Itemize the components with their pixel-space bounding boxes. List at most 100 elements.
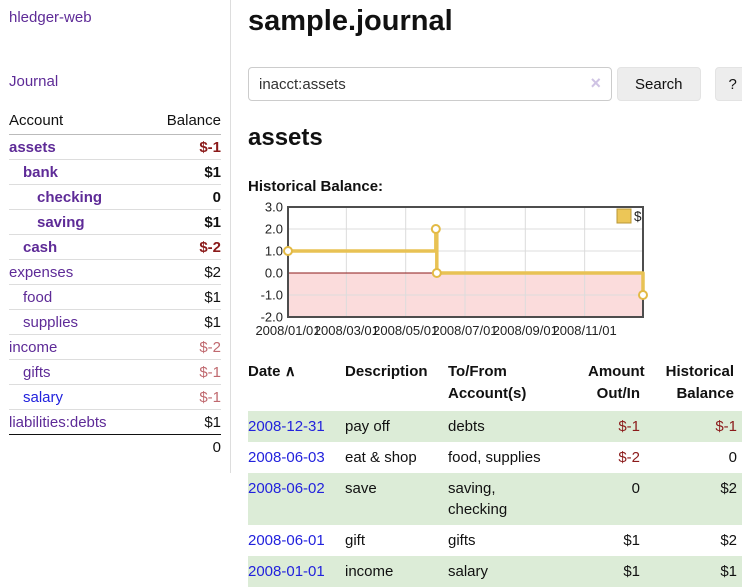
register-row: 2008-06-02 save saving, checking 0 $2 [248, 472, 742, 525]
transaction-description: pay off [345, 417, 390, 435]
account-balance: $-2 [145, 234, 221, 260]
transaction-accounts: food, supplies [448, 448, 541, 466]
account-row: bank $1 [9, 159, 221, 185]
chart-label: Historical Balance: [248, 178, 384, 195]
search-button[interactable]: Search [617, 67, 701, 101]
transaction-date: 2008-12-31 [248, 411, 345, 442]
help-button[interactable]: ? [714, 67, 742, 101]
transaction-date: 2008-06-01 [248, 525, 345, 556]
app-brand: hledger-web [9, 9, 221, 27]
accounts-table: Account Balance assets $-1 bank $1 checking 0… [9, 112, 221, 459]
register-col-balance: Historical Balance [665, 363, 734, 402]
sidebar-item-journal[interactable]: Journal [9, 73, 59, 90]
register-col-amount: Amount Out/In [588, 363, 645, 402]
account-link[interactable]: salary [23, 389, 64, 406]
page-title: sample.journal [248, 5, 453, 37]
register-row: 2008-06-03 eat & shop food, supplies $-2 0 [248, 442, 742, 473]
register-col-date[interactable]: Date ∧ [248, 359, 345, 411]
brand-link[interactable]: hledger-web [9, 9, 92, 26]
account-link[interactable]: checking [37, 189, 103, 206]
account-title: assets [248, 124, 323, 151]
register-row: 2008-12-31 pay off debts $-1 $-1 [248, 410, 742, 442]
accounts-total-row: 0 [9, 434, 221, 459]
register-row: 2008-06-01 gift gifts $1 $2 [248, 525, 742, 556]
account-link[interactable]: saving [37, 214, 85, 231]
transaction-date: 2008-01-01 [248, 556, 345, 587]
main-content: sample.journal × Search ? assets Histori… [231, 0, 742, 587]
account-balance: $1 [145, 309, 221, 335]
account-row: gifts $-1 [9, 359, 221, 385]
account-balance: 0 [145, 184, 221, 210]
data-point [638, 290, 648, 300]
account-link[interactable]: liabilities:debts [9, 414, 107, 431]
transaction-accounts: salary [448, 562, 489, 580]
transaction-accounts: debts [448, 417, 485, 435]
clear-search-icon[interactable]: × [590, 72, 601, 93]
transaction-date-link[interactable]: 2008-12-31 [248, 417, 325, 435]
account-row: cash $-2 [9, 234, 221, 260]
account-row: assets $-1 [9, 135, 221, 160]
legend-swatch [616, 208, 632, 224]
accounts-total-spacer [9, 434, 146, 459]
transaction-amount: $-2 [618, 448, 640, 466]
account-balance: $-2 [145, 334, 221, 360]
transaction-description: income [345, 562, 394, 580]
account-row: checking 0 [9, 184, 221, 210]
transaction-balance: $1 [720, 562, 737, 580]
transaction-balance: $2 [720, 479, 737, 497]
y-tick-label: 1.0 [265, 244, 283, 259]
x-tick-label: 2008/07/01 [432, 323, 497, 338]
account-link[interactable]: assets [9, 139, 56, 156]
transaction-balance: $-1 [715, 417, 737, 435]
transaction-date-link[interactable]: 2008-01-01 [248, 562, 325, 580]
account-balance: $1 [145, 159, 221, 185]
data-point [283, 246, 293, 256]
account-balance: $2 [145, 259, 221, 285]
transaction-date: 2008-06-02 [248, 473, 345, 525]
account-row: salary $-1 [9, 384, 221, 410]
transaction-amount: $-1 [618, 417, 640, 435]
y-tick-label: -2.0 [261, 310, 283, 325]
transaction-accounts: gifts [448, 531, 476, 549]
account-link[interactable]: expenses [9, 264, 74, 281]
transaction-balance: $2 [720, 531, 737, 549]
transaction-amount: $1 [623, 531, 640, 549]
sort-ascending-icon: ∧ [284, 363, 296, 380]
account-link[interactable]: food [23, 289, 53, 306]
account-link[interactable]: gifts [23, 364, 51, 381]
transaction-date-link[interactable]: 2008-06-02 [248, 479, 325, 497]
y-tick-label: 3.0 [265, 202, 283, 215]
transaction-description: gift [345, 531, 366, 549]
y-tick-label: 0.0 [265, 266, 283, 281]
accounts-col-account: Account [9, 112, 146, 135]
transaction-date-link[interactable]: 2008-06-01 [248, 531, 325, 549]
account-link[interactable]: bank [23, 164, 59, 181]
accounts-col-balance: Balance [145, 112, 221, 135]
x-tick-label: 2008/03/01 [314, 323, 379, 338]
accounts-total-value: 0 [145, 434, 221, 459]
transaction-description: save [345, 479, 377, 497]
transaction-balance: 0 [728, 448, 737, 466]
data-point [431, 268, 442, 278]
register-header-row: Date ∧ Description To/From Account(s) Am… [248, 359, 742, 411]
register-col-accounts: To/From Account(s) [448, 363, 527, 402]
historical-balance-chart: $3.0 2.0 1.0 0.0 -1.0 -2.0 2008/01/01 2008/03/0… [248, 200, 742, 347]
account-row: supplies $1 [9, 309, 221, 335]
transaction-date-link[interactable]: 2008-06-03 [248, 448, 325, 466]
register-table: Date ∧ Description To/From Account(s) Am… [248, 359, 742, 587]
account-link[interactable]: income [9, 339, 58, 356]
account-balance: $1 [145, 284, 221, 310]
search-bar: × Search ? [248, 67, 742, 101]
chart-svg: $3.0 2.0 1.0 0.0 -1.0 -2.02008/01/012008/03/0… [255, 200, 648, 338]
account-balance: $-1 [145, 384, 221, 410]
sidebar-nav: Journal [9, 73, 221, 91]
transaction-accounts: saving, checking [448, 479, 508, 518]
transaction-amount: $1 [623, 562, 640, 580]
account-row: income $-2 [9, 334, 221, 360]
account-link[interactable]: cash [23, 239, 58, 256]
x-tick-label: 2008/09/01 [493, 323, 558, 338]
account-link[interactable]: supplies [23, 314, 79, 331]
account-balance: $1 [145, 209, 221, 235]
search-input[interactable] [249, 75, 591, 93]
